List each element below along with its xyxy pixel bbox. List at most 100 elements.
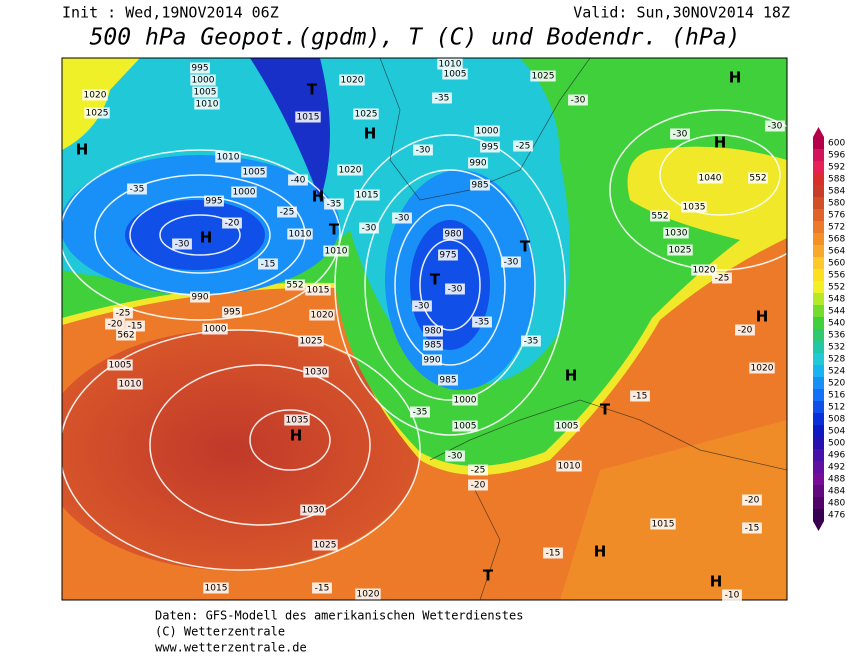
colorbar-swatch — [813, 185, 824, 198]
init-time: Init : Wed,19NOV2014 06Z — [62, 4, 279, 22]
map-label: 995 — [191, 64, 208, 74]
colorbar-swatch — [813, 425, 824, 438]
label-box — [303, 366, 329, 378]
map-label: -40 — [291, 176, 306, 186]
label-box — [663, 227, 689, 239]
colorbar-swatch — [813, 269, 824, 282]
map-label: 1005 — [243, 168, 266, 178]
field-trough — [250, 58, 330, 200]
map-label: -35 — [524, 337, 539, 347]
map-label: 1030 — [302, 506, 325, 516]
colorbar-tick-label: 528 — [828, 355, 845, 365]
label-box — [722, 589, 742, 601]
label-box — [107, 359, 133, 371]
colorbar-swatch — [813, 461, 824, 474]
map-label: 1000 — [192, 76, 215, 86]
map-label: 1010 — [217, 153, 240, 163]
label-box — [530, 70, 556, 82]
label-box — [445, 283, 465, 295]
colorbar-swatch — [813, 329, 824, 342]
colorbar-tick-label: 516 — [828, 391, 845, 401]
label-box — [312, 539, 338, 551]
colorbar-swatch — [813, 245, 824, 258]
map-label: 552 — [286, 281, 303, 291]
map-label: -25 — [280, 208, 295, 218]
label-box — [472, 316, 492, 328]
high-marker: H — [714, 134, 727, 152]
colorbar-tick-label: 484 — [828, 487, 845, 497]
map-label: 1015 — [205, 584, 228, 594]
map-label: 1025 — [669, 246, 692, 256]
label-box — [117, 378, 143, 390]
map-label: 1030 — [665, 229, 688, 239]
colorbar-tick-label: 556 — [828, 271, 845, 281]
map-label: 1025 — [86, 109, 109, 119]
map-label: -30 — [175, 240, 190, 250]
map-label: -30 — [416, 146, 431, 156]
map-label: 552 — [651, 212, 668, 222]
map-label: -30 — [362, 224, 377, 234]
label-box — [305, 284, 331, 296]
colorbar-swatch — [813, 281, 824, 294]
label-box — [298, 335, 324, 347]
map-label: 990 — [423, 356, 440, 366]
map-label: 1010 — [325, 247, 348, 257]
colorbar-swatch — [813, 221, 824, 234]
colorbar-tick-label: 536 — [828, 331, 845, 341]
map-label: 1005 — [444, 70, 467, 80]
colorbar-tick-label: 492 — [828, 463, 845, 473]
colorbar-tick-label: 544 — [828, 307, 845, 317]
label-box — [323, 245, 349, 257]
map-label: -20 — [471, 481, 486, 491]
map-label: 1025 — [532, 72, 555, 82]
colorbar-tick-label: 508 — [828, 415, 845, 425]
map-label: 1020 — [751, 364, 774, 374]
map-label: 1020 — [357, 590, 380, 600]
colorbar-tick-label: 588 — [828, 175, 845, 185]
colorbar-tick-label: 532 — [828, 343, 845, 353]
map-label: -20 — [225, 219, 240, 229]
map-label: 1000 — [204, 325, 227, 335]
label-box — [630, 390, 650, 402]
map-label: -35 — [413, 408, 428, 418]
high-marker: H — [710, 573, 723, 591]
label-box — [650, 210, 670, 222]
colorbar-swatch — [813, 173, 824, 186]
map-label: -25 — [116, 309, 131, 319]
colorbar-swatch — [813, 305, 824, 318]
colorbar-tick-label: 520 — [828, 379, 845, 389]
high-marker: H — [312, 188, 325, 206]
label-box — [474, 125, 500, 137]
colorbar-swatch — [813, 149, 824, 162]
colorbar-swatch — [813, 485, 824, 498]
colorbar-tick-label: 592 — [828, 163, 845, 173]
colorbar-tick-label: 560 — [828, 259, 845, 269]
low-marker: T — [520, 238, 531, 256]
colorbar-swatch — [813, 257, 824, 270]
label-box — [432, 92, 452, 104]
label-box — [501, 256, 521, 268]
label-box — [222, 217, 242, 229]
map-label: -30 — [415, 302, 430, 312]
label-box — [452, 420, 478, 432]
map-label: 1025 — [300, 337, 323, 347]
label-box — [470, 179, 490, 191]
label-box — [192, 86, 218, 98]
label-box — [468, 479, 488, 491]
colorbar-swatch — [813, 233, 824, 246]
colorbar-tick-label: 596 — [828, 151, 845, 161]
label-box — [554, 420, 580, 432]
map-title: 500 hPa Geopot.(gpdm), T (C) und Bodendr… — [90, 25, 741, 51]
colorbar-swatch — [813, 389, 824, 402]
field-warm — [62, 330, 420, 570]
colorbar-swatch — [813, 377, 824, 390]
label-box — [712, 272, 732, 284]
colorbar-tick-label: 580 — [828, 199, 845, 209]
map-label: 1020 — [339, 166, 362, 176]
map-label: 1010 — [558, 462, 581, 472]
map-label: -25 — [516, 142, 531, 152]
low-marker: T — [600, 401, 611, 419]
map-label: -15 — [261, 260, 276, 270]
colorbar: 600 596 592 588 584 580 576 572 568 564 560 556 552 5… — [813, 127, 845, 531]
valid-time: Valid: Sun,30NOV2014 18Z — [573, 4, 790, 22]
